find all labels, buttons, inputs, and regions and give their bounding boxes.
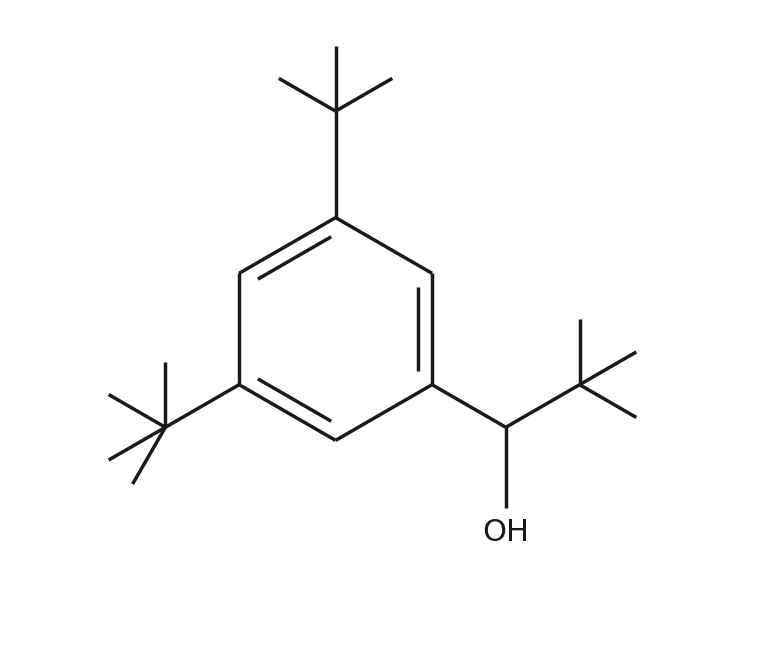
Text: OH: OH	[483, 518, 529, 547]
